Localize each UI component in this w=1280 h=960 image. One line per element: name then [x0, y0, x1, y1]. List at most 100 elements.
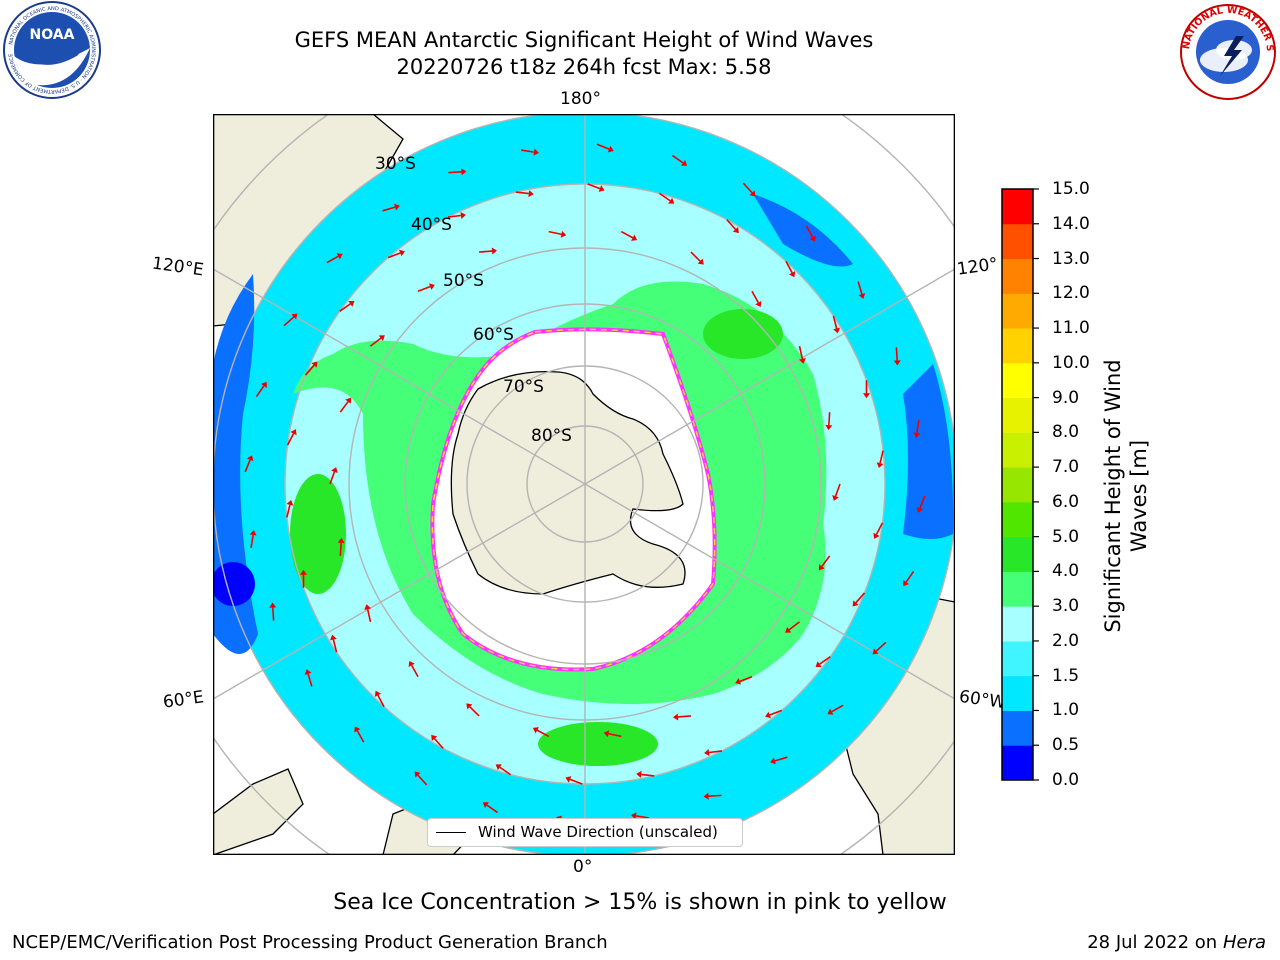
wave-arrow-head	[414, 771, 421, 778]
wave-arrow-shaft	[819, 656, 831, 665]
wave-arrow-shaft	[726, 219, 737, 230]
wave-arrow-shaft	[895, 347, 899, 361]
wave-arrow-head	[631, 234, 638, 241]
wave-arrow-head	[863, 393, 871, 399]
wave-arrow-shaft	[356, 730, 365, 743]
colorbar-tick-label: 12.0	[1052, 283, 1090, 304]
chart-title: GEFS MEAN Antarctic Significant Height o…	[294, 28, 874, 52]
wave-arrow-shaft	[671, 154, 684, 164]
lon-label-60e: 60°E	[161, 687, 206, 713]
wave-arrow-shaft	[521, 149, 535, 153]
wave-arrow-head	[348, 301, 355, 307]
wave-arrow-shaft	[536, 729, 550, 738]
meridians	[213, 114, 955, 855]
colorbar-tick-label: 6.0	[1052, 491, 1080, 512]
wave-arrow-head	[704, 749, 710, 756]
wave-arrow-head	[916, 506, 924, 513]
lat-label-60s: 60°S	[473, 325, 514, 345]
wave-arrow-shaft	[479, 250, 493, 253]
colorbar-cell	[1002, 223, 1033, 260]
wave-arrow-shaft	[369, 337, 382, 347]
wave-arrow-head	[873, 532, 880, 539]
wave-arrow-head	[681, 160, 688, 166]
wave-arrow-shaft	[919, 495, 926, 509]
wave-arrow-head	[672, 713, 679, 721]
wave-arrow-shaft	[382, 206, 396, 212]
wave-arrow-shaft	[486, 804, 499, 814]
wave-arrow-head	[261, 381, 267, 388]
colorbar-cells	[1002, 189, 1033, 781]
colorbar-cell	[1002, 745, 1033, 781]
wave-arrow-shaft	[339, 542, 342, 556]
colorbar-tick-label: 0.0	[1052, 770, 1080, 790]
colorbar-tick-label: 1.5	[1052, 665, 1080, 686]
wave-arrow-shaft	[855, 592, 866, 604]
wave-arrow-shaft	[708, 750, 723, 754]
antarctica	[450, 370, 686, 595]
colorbar-cell	[1002, 432, 1033, 468]
wave-arrow-head	[428, 283, 435, 290]
colorbar	[1001, 188, 1039, 781]
wave-arrow-head	[749, 190, 756, 197]
colorbar-tick-label: 13.0	[1052, 248, 1090, 269]
wave-arrow-head	[460, 212, 466, 219]
wave-arrow-shaft	[286, 504, 291, 518]
colorbar-cell	[1002, 640, 1033, 677]
wave-arrow-head	[560, 230, 567, 238]
wave-arrow-head	[495, 764, 502, 771]
wave-arrow-head	[286, 499, 294, 506]
colorbar-tick-label: 3.0	[1052, 596, 1080, 617]
wave-arrow-head	[249, 530, 257, 536]
wave-arrow-head	[331, 467, 338, 473]
colorbar-tick-label: 15.0	[1052, 179, 1090, 199]
wave-arrow-head	[304, 669, 312, 675]
wave-arrow-head	[833, 327, 840, 334]
wave-arrow-head	[636, 770, 642, 778]
wave-arrow-head	[246, 455, 254, 462]
wave-arrow-head	[431, 734, 438, 741]
wave-arrow-head	[533, 148, 539, 156]
wave-arrow-shaft	[774, 756, 788, 762]
wave-arrow-shaft	[339, 303, 351, 312]
wave-arrow-shaft	[569, 778, 583, 785]
wave-arrow-head	[399, 249, 405, 257]
chart-subtitle: 20220726 t18z 264h fcst Max: 5.58	[396, 55, 772, 79]
wave-arrow-shaft	[677, 715, 691, 718]
wave-arrow-head	[798, 358, 806, 364]
lon-label-120e: 120°E	[150, 253, 205, 281]
wave-arrow-shaft	[831, 704, 844, 713]
wave-arrow-shaft	[304, 364, 315, 376]
wave-arrow-shaft	[469, 706, 480, 717]
colorbar-frame	[1001, 188, 1034, 781]
wave-arrow-head	[858, 293, 866, 299]
wave-arrow-shaft	[821, 555, 831, 567]
wave-arrow-shaft	[499, 766, 511, 776]
wave-arrow-head	[818, 564, 825, 571]
colorbar-cell	[1002, 362, 1033, 399]
wave-arrow-shaft	[377, 694, 385, 708]
wave-arrow-head	[311, 361, 318, 368]
wave-arrow-head	[788, 271, 796, 278]
wave-arrow-head	[903, 580, 909, 587]
colorbar-cell	[1002, 571, 1033, 607]
wave-arrow-head	[345, 397, 352, 404]
wave-arrow-shaft	[339, 401, 349, 413]
map-frame	[213, 114, 955, 855]
colorbar-tick-label: 4.0	[1052, 561, 1080, 582]
wave-arrow-head	[565, 776, 572, 783]
lat-label-30s: 30°S	[375, 154, 416, 174]
wave-arrow-head	[732, 227, 739, 234]
colorbar-tick-label: 11.0	[1052, 318, 1090, 339]
colorbar-tick-label: 9.0	[1052, 387, 1080, 408]
wave-arrow-shaft	[433, 738, 444, 749]
wave-arrow-shaft	[905, 570, 915, 583]
colorbar-cell	[1002, 675, 1033, 711]
wave-arrow-head	[668, 197, 675, 204]
lat-label-70s: 70°S	[503, 377, 544, 397]
wave-arrow-shaft	[659, 192, 671, 202]
wave-arrow-shaft	[875, 641, 887, 652]
wave-arrow-head	[876, 462, 884, 469]
wave-arrow-head	[872, 648, 879, 655]
footer-date-text: 28 Jul 2022 on	[1087, 932, 1218, 953]
wave-arrow-shaft	[785, 260, 793, 274]
